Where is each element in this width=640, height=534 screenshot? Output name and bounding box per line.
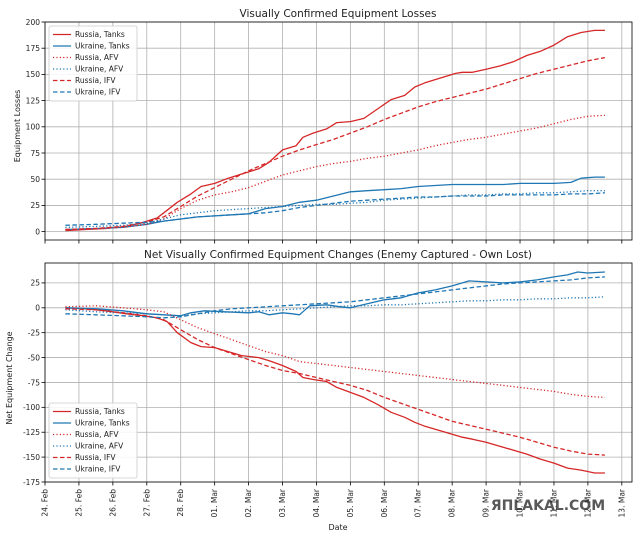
y-tick-label: 125	[26, 96, 41, 105]
legend-label: Russia, AFV	[75, 53, 119, 62]
y-tick-label: 75	[30, 149, 40, 158]
x-tick-label: 09. Mar	[482, 488, 491, 517]
gridlines-net	[44, 263, 632, 483]
series-line	[65, 190, 605, 229]
series-line	[65, 192, 605, 226]
x-tick-label: 03. Mar	[278, 488, 287, 517]
series-lines-net	[65, 271, 605, 474]
y-tick-label: 50	[30, 175, 40, 184]
legend-box	[48, 402, 138, 479]
legend-label: Ukraine, IFV	[75, 88, 121, 97]
x-tick-label: 05. Mar	[346, 488, 355, 517]
y-tick-label: -150	[23, 453, 40, 462]
series-line	[65, 114, 605, 231]
chart-panel-net: Net Visually Confirmed Equipment Changes…	[5, 249, 633, 532]
legend-label: Ukraine, Tanks	[75, 419, 130, 428]
y-tick-label: -50	[28, 353, 40, 362]
chart-panel-losses: Visually Confirmed Equipment Losses Equi…	[13, 8, 633, 244]
legend-label: Russia, Tanks	[75, 30, 125, 39]
chart-title-losses: Visually Confirmed Equipment Losses	[240, 8, 437, 20]
x-tick-label: 24. Feb	[41, 489, 50, 517]
y-tick-label: 150	[26, 70, 41, 79]
legend-label: Russia, Tanks	[75, 407, 125, 416]
series-line	[65, 308, 605, 456]
legend-label: Russia, IFV	[75, 76, 116, 85]
legend-label: Ukraine, AFV	[75, 65, 124, 74]
x-tick-label: 11. Mar	[549, 488, 558, 517]
watermark-text: ЯПLAKAL.COM	[491, 498, 605, 514]
x-tick-label: 25. Feb	[74, 489, 83, 517]
y-tick-label: -175	[23, 478, 40, 487]
y-tick-label: -100	[23, 403, 40, 412]
x-tick-label: 13. Mar	[617, 488, 626, 517]
plot-frame-losses	[44, 21, 633, 241]
x-tick-label: 26. Feb	[108, 489, 117, 517]
legend-label: Russia, AFV	[75, 430, 119, 439]
x-tick-label: 07. Mar	[414, 488, 423, 517]
x-tick-label: 10. Mar	[516, 488, 525, 517]
legend-box	[48, 25, 138, 102]
series-line	[65, 176, 605, 231]
x-tick-label: 27. Feb	[142, 489, 151, 517]
legend-net: Russia, Tanks Ukraine, Tanks Russia, AFV Uk…	[48, 402, 138, 479]
y-tick-label: 25	[30, 279, 40, 288]
series-line	[65, 276, 605, 319]
y-tick-label: 0	[35, 304, 40, 313]
series-line	[65, 29, 605, 232]
axis-ticks-net: -175 -150 -125 -100 -75 -50 -25 0 25 24. Feb 25. F…	[23, 279, 626, 518]
y-tick-label: 100	[26, 123, 41, 132]
legend-label: Ukraine, IFV	[75, 465, 121, 474]
legend-label: Ukraine, Tanks	[75, 42, 130, 51]
x-tick-label: 08. Mar	[448, 488, 457, 517]
axis-ticks-losses: 0 25 50 75 100 125 150 175 200	[26, 18, 623, 244]
x-tick-label: 06. Mar	[380, 488, 389, 517]
x-tick-label: 04. Mar	[312, 488, 321, 517]
series-line	[65, 56, 606, 231]
y-tick-label: -25	[28, 328, 40, 337]
y-tick-label: 200	[26, 18, 41, 27]
x-axis-label-date: Date	[328, 523, 347, 532]
y-tick-label: -75	[28, 378, 40, 387]
x-tick-label: 02. Mar	[244, 488, 253, 517]
y-axis-label-net: Net Equipment Change	[5, 331, 14, 424]
plot-frame-net	[44, 262, 633, 483]
x-tick-label: 12. Mar	[583, 488, 592, 517]
y-axis-label-losses: Equipment Losses	[13, 90, 22, 163]
y-tick-label: 25	[30, 201, 40, 210]
x-tick-label: 28. Feb	[176, 489, 185, 517]
series-lines-losses	[65, 29, 606, 232]
x-tick-label: 01. Mar	[210, 488, 219, 517]
y-tick-label: -125	[23, 428, 40, 437]
chart-title-net: Net Visually Confirmed Equipment Changes…	[144, 249, 532, 261]
y-tick-label: 0	[35, 227, 40, 236]
legend-label: Russia, IFV	[75, 453, 116, 462]
legend-label: Ukraine, AFV	[75, 442, 124, 451]
y-tick-label: 175	[26, 44, 41, 53]
legend-losses: Russia, Tanks Ukraine, Tanks Russia, AFV Uk…	[48, 25, 138, 102]
series-line	[65, 271, 605, 317]
series-line	[65, 307, 605, 474]
